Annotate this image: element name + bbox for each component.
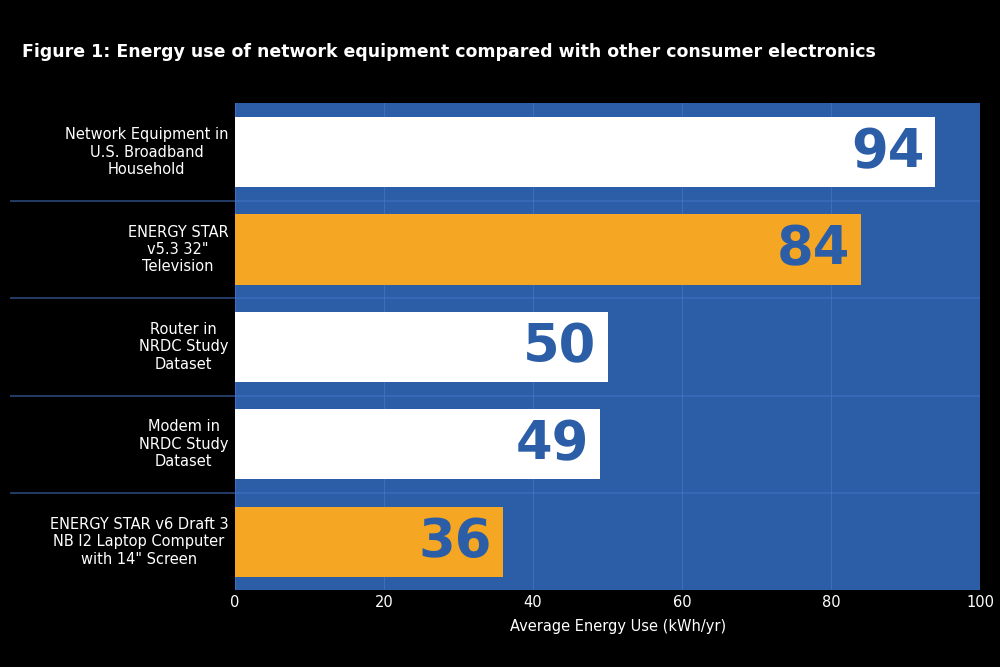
- Bar: [235, 311, 608, 382]
- Text: ENERGY STAR v6 Draft 3
NB I2 Laptop Computer
with 14" Screen: ENERGY STAR v6 Draft 3 NB I2 Laptop Comp…: [50, 517, 228, 566]
- Bar: [235, 506, 503, 577]
- Text: Average Energy Use (kWh/yr): Average Energy Use (kWh/yr): [510, 619, 726, 634]
- Text: Figure 1: Energy use of network equipment compared with other consumer electroni: Figure 1: Energy use of network equipmen…: [22, 43, 876, 61]
- Text: 84: 84: [776, 223, 850, 275]
- Text: Router in
NRDC Study
Dataset: Router in NRDC Study Dataset: [139, 322, 228, 372]
- Text: 49: 49: [516, 418, 589, 470]
- Text: 94: 94: [851, 126, 924, 178]
- Bar: [235, 117, 935, 187]
- Text: Network Equipment in
U.S. Broadband
Household: Network Equipment in U.S. Broadband Hous…: [65, 127, 228, 177]
- Bar: [235, 214, 861, 285]
- Text: ENERGY STAR
v5.3 32"
Television: ENERGY STAR v5.3 32" Television: [128, 225, 228, 274]
- Text: 36: 36: [419, 516, 492, 568]
- Text: 50: 50: [523, 321, 596, 373]
- Bar: [235, 409, 600, 480]
- Text: Modem in
NRDC Study
Dataset: Modem in NRDC Study Dataset: [139, 420, 228, 469]
